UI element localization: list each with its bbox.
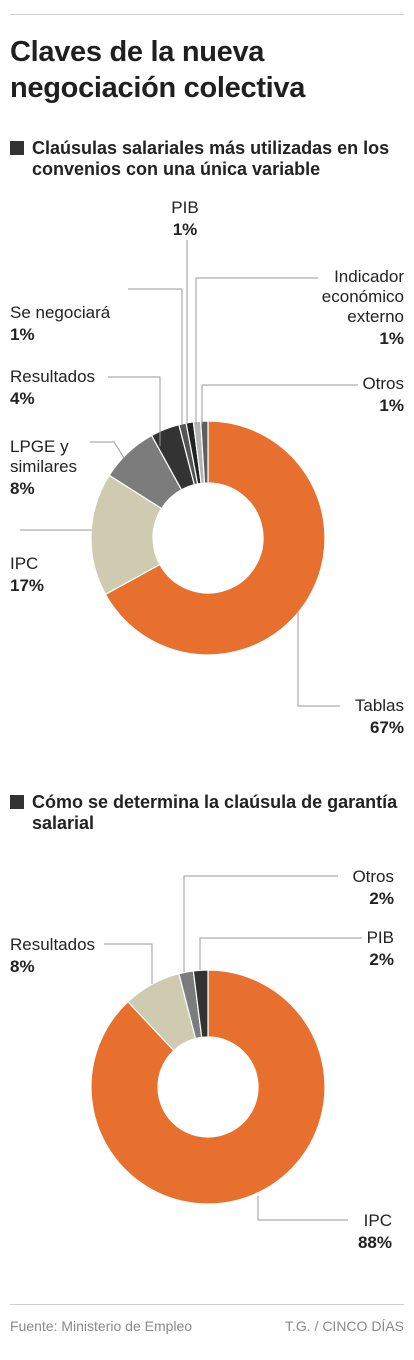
section-marker-icon [10,795,24,809]
leader-lpge-y-similares [90,441,125,459]
slice-value-resultados: 4% [10,389,35,408]
page-title: Claves de la nueva negociación colectiva [10,36,306,104]
slice-value-resultados: 8% [10,957,35,976]
slice-label-otros: Otros [362,374,404,393]
bottom-rule [10,1304,404,1305]
slice-value-ipc: 17% [10,576,44,595]
slice-value-otros: 2% [369,889,394,908]
section-marker-icon [10,141,24,155]
slice-value-tablas: 67% [370,718,404,737]
slice-label-tablas: Tablas [355,696,404,715]
slice-value-otros: 1% [379,396,404,415]
slice-label-pib: PIB [171,198,198,217]
leader-indicador-economico-externo [195,277,318,424]
chart1-title: Claúsulas salariales más utilizadas en l… [32,138,390,179]
slice-otros [200,420,209,484]
slice-ipc [90,969,326,1205]
chart2-donut: IPC 88% Resultados 8% Otros 2% PIB 2% [10,867,394,1252]
slice-label-indicador-economico-externo: Indicador económico externo [322,267,405,326]
slice-label-se-negociara: Se negociará [10,303,111,322]
chart1-donut: Tablas 67% IPC 17% LPGE y similares 8% Resultad… [10,198,405,737]
slice-label-pib: PIB [367,928,394,947]
slice-value-pib: 1% [173,220,198,239]
source-note: Fuente: Ministerio de Empleo [10,1318,193,1334]
slice-label-resultados: Resultados [10,367,95,386]
leader-se-negociara [128,288,183,424]
leader-resultados [104,943,153,984]
chart1-section-title: Claúsulas salariales más utilizadas en l… [10,138,404,180]
slice-value-indicador-economico-externo: 1% [379,329,404,348]
leader-otros [201,384,358,424]
leader-tablas [297,612,340,707]
slice-pib [192,969,209,1039]
slice-value-pib: 2% [369,950,394,969]
slice-value-ipc: 88% [358,1233,392,1252]
slice-label-ipc: IPC [10,554,38,573]
leader-resultados [108,376,161,446]
leader-ipc [257,1196,348,1221]
top-rule [10,14,404,15]
chart2-section-title: Cómo se determina la claúsula de garantí… [10,792,404,834]
slice-value-se-negociara: 1% [10,325,35,344]
slice-label-otros: Otros [352,867,394,886]
slice-value-lpge-y-similares: 8% [10,479,35,498]
slice-label-lpge-y-similares: LPGE y similares [10,437,77,476]
leader-pib [199,937,362,970]
slice-label-ipc: IPC [364,1211,392,1230]
credit-note: T.G. / CINCO DÍAS [284,1318,404,1334]
slice-tablas [104,420,326,656]
slice-label-resultados: Resultados [10,935,95,954]
chart2-title: Cómo se determina la claúsula de garantí… [32,792,398,833]
leader-otros [183,875,338,972]
